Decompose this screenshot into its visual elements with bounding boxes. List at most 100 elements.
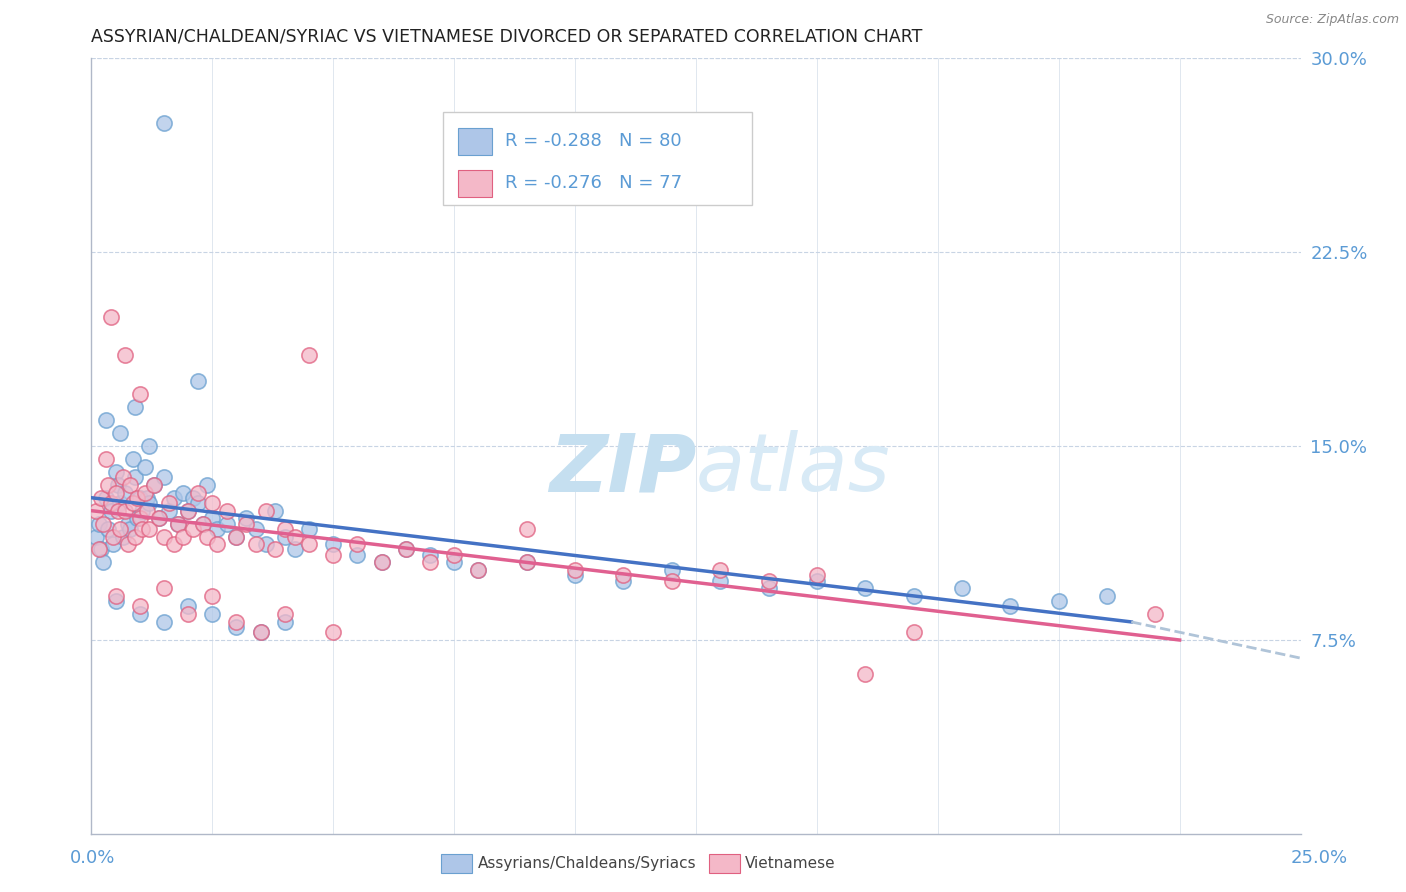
Point (516, 555, 538, 570)
Point (806, 574, 828, 588)
Point (120, 478, 142, 492)
Point (201, 589, 224, 603)
Point (104, 485, 127, 500)
Point (94, 491, 117, 505)
Point (134, 485, 156, 500)
Point (128, 511, 150, 525)
Text: ASSYRIAN/CHALDEAN/SYRIAC VS VIETNAMESE DIVORCED OR SEPARATED CORRELATION CHART: ASSYRIAN/CHALDEAN/SYRIAC VS VIETNAMESE D… (91, 28, 922, 45)
Point (93, 555, 115, 570)
Point (197, 478, 219, 492)
Point (274, 529, 297, 543)
Point (201, 496, 224, 510)
Point (120, 522, 142, 536)
Text: ZIP: ZIP (548, 430, 696, 508)
Point (153, 115, 176, 129)
Point (162, 491, 184, 505)
Point (104, 589, 127, 603)
Point (516, 555, 538, 570)
Point (90, 491, 112, 505)
Point (298, 537, 321, 551)
Point (903, 625, 925, 640)
Point (225, 529, 247, 543)
Point (167, 516, 190, 531)
Point (283, 542, 305, 557)
Point (94, 451, 117, 466)
Point (107, 503, 129, 517)
Point (370, 555, 392, 570)
Point (138, 496, 160, 510)
Point (94, 413, 117, 427)
Point (101, 537, 124, 551)
Point (143, 478, 166, 492)
Point (187, 374, 209, 388)
Point (121, 496, 143, 510)
Point (395, 542, 418, 557)
Point (127, 491, 149, 505)
Point (205, 537, 228, 551)
Point (127, 511, 149, 525)
Text: Vietnamese: Vietnamese (745, 856, 835, 871)
Point (97, 478, 120, 492)
Point (177, 503, 200, 517)
Point (90, 542, 112, 557)
Point (264, 503, 287, 517)
Point (191, 516, 214, 531)
Point (97, 522, 120, 536)
Point (249, 625, 271, 640)
Point (516, 522, 538, 536)
Point (346, 537, 368, 551)
Point (709, 563, 731, 577)
Point (370, 555, 392, 570)
Point (128, 387, 150, 401)
Point (661, 563, 683, 577)
Point (84, 529, 107, 543)
Point (709, 574, 731, 588)
Point (467, 563, 489, 577)
Point (153, 615, 176, 629)
Point (950, 582, 973, 596)
Text: 25.0%: 25.0% (1291, 849, 1347, 867)
Point (136, 503, 159, 517)
Point (419, 548, 441, 562)
Point (225, 529, 247, 543)
Point (114, 348, 136, 362)
Point (131, 522, 153, 536)
Point (128, 607, 150, 621)
Point (172, 485, 194, 500)
Point (181, 491, 204, 505)
Point (181, 522, 204, 536)
Point (134, 459, 156, 474)
Point (1144, 607, 1167, 621)
Point (215, 516, 238, 531)
Point (225, 615, 247, 629)
Point (87, 516, 110, 531)
Point (87, 542, 110, 557)
Point (100, 496, 122, 510)
Point (197, 529, 219, 543)
Point (114, 503, 136, 517)
Point (138, 439, 160, 453)
Point (104, 594, 127, 608)
Point (254, 537, 277, 551)
Point (117, 537, 139, 551)
Point (107, 478, 129, 492)
Point (249, 625, 271, 640)
Point (661, 574, 683, 588)
Point (110, 496, 132, 510)
Point (187, 485, 209, 500)
Point (191, 516, 214, 531)
Point (758, 574, 780, 588)
Point (395, 542, 418, 557)
Point (143, 478, 166, 492)
Point (322, 548, 344, 562)
Point (117, 516, 139, 531)
Point (153, 582, 176, 596)
Point (1095, 589, 1118, 603)
Point (131, 503, 153, 517)
Point (758, 582, 780, 596)
Point (128, 599, 150, 614)
Text: atlas: atlas (696, 430, 891, 508)
Point (264, 542, 287, 557)
Point (148, 511, 170, 525)
Point (853, 582, 876, 596)
